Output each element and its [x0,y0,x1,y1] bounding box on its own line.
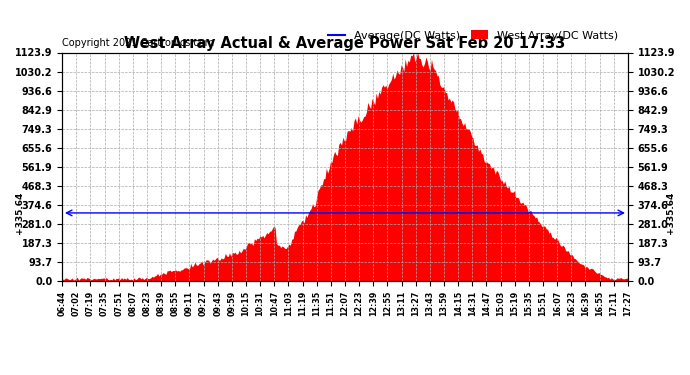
Text: Copyright 2021 Cartronics.com: Copyright 2021 Cartronics.com [62,38,214,48]
Title: West Array Actual & Average Power Sat Feb 20 17:33: West Array Actual & Average Power Sat Fe… [124,36,566,51]
Text: +335.64: +335.64 [15,192,24,234]
Legend: Average(DC Watts), West Array(DC Watts): Average(DC Watts), West Array(DC Watts) [324,26,622,45]
Text: +335.64: +335.64 [666,192,675,234]
